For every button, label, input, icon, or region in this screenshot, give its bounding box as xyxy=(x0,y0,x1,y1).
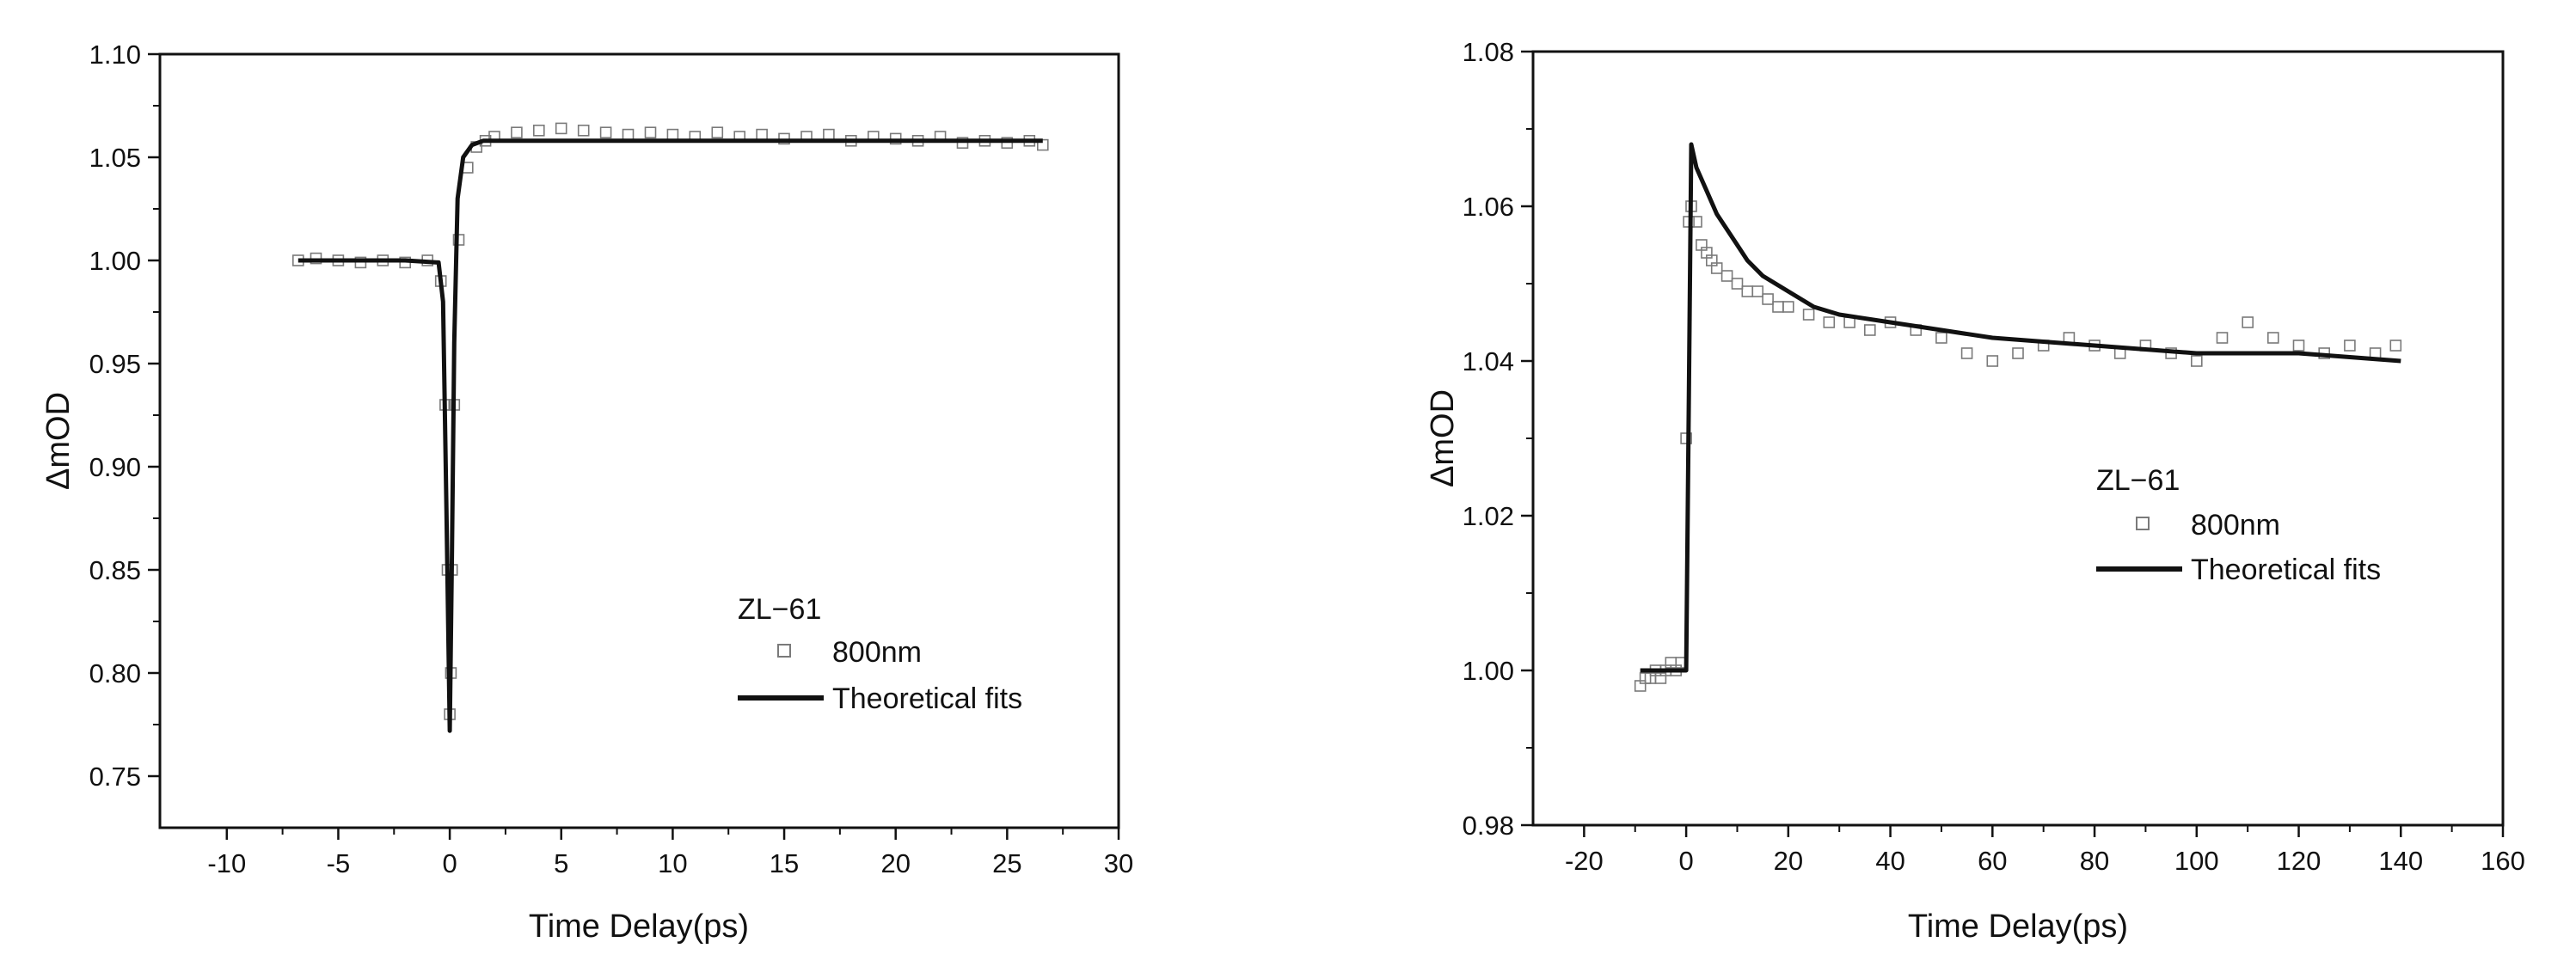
x-tick-label: 5 xyxy=(554,848,568,878)
data-point xyxy=(756,128,768,141)
legend-label-fit: Theoretical fits xyxy=(2191,554,2381,586)
data-point xyxy=(1690,216,1702,228)
chart-left: -10 -5 0 5 10 15 20 25 30 0.75 0.80 0.85 0.90 0.95 1.… xyxy=(40,40,1133,945)
data-point xyxy=(1960,347,1973,359)
y-tick-label: 1.05 xyxy=(89,143,141,173)
data-point xyxy=(2389,340,2402,352)
data-point xyxy=(2216,332,2229,344)
data-point xyxy=(711,126,724,138)
y-axis-title: ΔmOD xyxy=(1425,389,1461,487)
x-axis: -10 -5 0 5 10 15 20 25 30 xyxy=(207,828,1133,878)
legend: ZL−61 800nm Theoretical fits xyxy=(2096,464,2381,586)
x-tick-label: 40 xyxy=(1875,846,1904,876)
data-point xyxy=(622,128,635,141)
data-point xyxy=(2191,355,2203,367)
x-tick-label: 20 xyxy=(880,848,910,878)
y-tick-label: 1.00 xyxy=(1463,656,1514,686)
y-tick-label: 0.80 xyxy=(89,658,141,688)
y-axis-title: ΔmOD xyxy=(40,392,77,490)
y-tick-label: 1.08 xyxy=(1463,37,1514,67)
legend-marker-square-icon xyxy=(2136,517,2150,530)
data-point xyxy=(532,125,545,137)
plot-frame xyxy=(158,52,1120,829)
x-axis-title: Time Delay(ps) xyxy=(1908,909,2128,945)
data-point xyxy=(1864,324,1876,336)
y-tick-label: 1.00 xyxy=(89,246,141,276)
x-tick-label: 80 xyxy=(2080,846,2109,876)
x-tick-label: 10 xyxy=(658,848,687,878)
legend-label-fit: Theoretical fits xyxy=(832,682,1022,715)
x-tick-label: 15 xyxy=(770,848,799,878)
data-point xyxy=(1731,278,1744,290)
data-point xyxy=(1802,309,1815,321)
y-tick-label: 0.98 xyxy=(1463,811,1514,841)
data-point xyxy=(2292,340,2305,352)
data-point xyxy=(1772,301,1784,313)
data-point xyxy=(1710,262,1723,274)
data-point xyxy=(1823,316,1836,328)
x-tick-label: 25 xyxy=(992,848,1021,878)
y-axis: 0.98 1.00 1.02 1.04 1.06 1.08 xyxy=(1463,37,1533,841)
x-tick-label: 20 xyxy=(1774,846,1803,876)
y-tick-label: 1.10 xyxy=(89,40,141,70)
data-point xyxy=(1935,332,1947,344)
y-tick-label: 1.04 xyxy=(1463,346,1514,376)
fit-curve xyxy=(297,138,1043,733)
x-tick-label: 30 xyxy=(1104,848,1133,878)
plot-area xyxy=(291,122,1049,733)
data-point xyxy=(1782,301,1794,313)
data-point xyxy=(1680,432,1692,444)
x-tick-label: -10 xyxy=(207,848,246,878)
data-point xyxy=(644,126,657,138)
y-axis: 0.75 0.80 0.85 0.90 0.95 1.00 1.05 1.10 xyxy=(89,40,160,792)
data-point xyxy=(1720,270,1733,282)
x-tick-label: 100 xyxy=(2174,846,2219,876)
y-tick-label: 0.95 xyxy=(89,349,141,379)
y-tick-label: 0.85 xyxy=(89,555,141,585)
legend-marker-square-icon xyxy=(777,644,791,658)
legend: ZL−61 800nm Theoretical fits xyxy=(738,593,1022,715)
data-point xyxy=(577,125,590,137)
data-point xyxy=(555,122,567,135)
x-tick-label: 0 xyxy=(1678,846,1693,876)
data-point xyxy=(2012,347,2024,359)
x-tick-label: -20 xyxy=(1565,846,1604,876)
x-tick-label: 0 xyxy=(442,848,457,878)
legend-label-data: 800nm xyxy=(832,636,922,669)
data-point xyxy=(2267,332,2279,344)
data-point xyxy=(1762,293,1774,305)
x-axis: -20 0 20 40 60 80 100 120 140 160 xyxy=(1565,825,2525,876)
data-point xyxy=(823,128,835,141)
y-tick-label: 0.75 xyxy=(89,762,141,792)
x-tick-label: -5 xyxy=(327,848,351,878)
data-point xyxy=(2242,316,2254,328)
x-tick-label: 160 xyxy=(2481,846,2525,876)
legend-title: ZL−61 xyxy=(738,593,821,626)
plot-frame xyxy=(1531,50,2505,827)
data-point xyxy=(599,126,612,138)
legend-label-data: 800nm xyxy=(2191,509,2280,542)
y-tick-label: 0.90 xyxy=(89,452,141,482)
x-axis-title: Time Delay(ps) xyxy=(529,909,749,945)
y-tick-label: 1.06 xyxy=(1463,192,1514,222)
fit-curve xyxy=(1640,142,2401,673)
data-point xyxy=(666,128,679,141)
data-point xyxy=(1986,355,1999,367)
x-tick-label: 120 xyxy=(2277,846,2321,876)
x-tick-label: 60 xyxy=(1978,846,2007,876)
data-point xyxy=(1741,285,1754,297)
chart-right: -20 0 20 40 60 80 100 120 140 160 0.98 1.00 1.02 1.0… xyxy=(1425,37,2525,945)
x-tick-label: 140 xyxy=(2378,846,2423,876)
y-tick-label: 1.02 xyxy=(1463,501,1514,531)
data-point xyxy=(1751,285,1763,297)
data-point xyxy=(511,126,523,138)
plot-area xyxy=(1634,142,2402,692)
legend-title: ZL−61 xyxy=(2096,464,2180,497)
data-point xyxy=(2344,340,2356,352)
